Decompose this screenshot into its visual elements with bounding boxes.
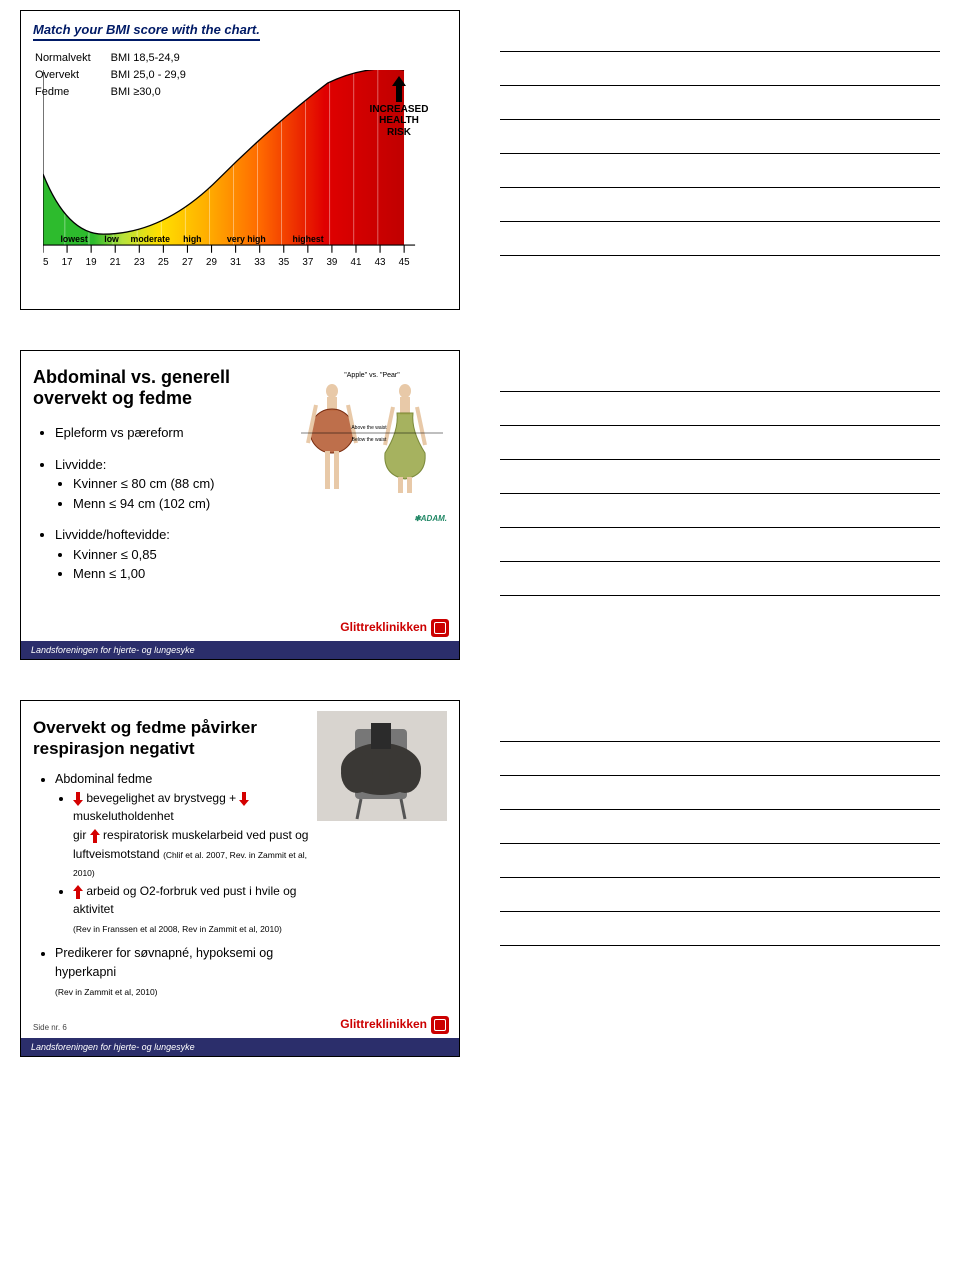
brand-subtitle: Landsforeningen for hjerte- og lungesyke [21, 641, 459, 659]
arrow-up-icon [90, 829, 100, 843]
svg-text:41: 41 [351, 256, 362, 267]
svg-text:31: 31 [230, 256, 241, 267]
list-item: arbeid og O2-forbruk ved pust i hvile og… [73, 882, 311, 938]
slide-bmi: Match your BMI score with the chart. Nor… [20, 10, 460, 310]
list-item: bevegelighet av brystvegg + muskeluthold… [73, 789, 311, 882]
list-item: Epleform vs pæreform [55, 423, 297, 443]
adam-credit: ✱ADAM. [297, 514, 447, 523]
brand-name: Glittreklinikken [340, 1017, 427, 1031]
brand-logo-icon [431, 1016, 449, 1034]
arrow-up-icon [392, 76, 406, 102]
svg-text:very high: very high [227, 233, 266, 243]
svg-text:45: 45 [399, 256, 410, 267]
svg-text:29: 29 [206, 256, 217, 267]
svg-text:highest: highest [293, 233, 324, 243]
svg-text:37: 37 [302, 256, 313, 267]
svg-text:19: 19 [86, 256, 97, 267]
brand-subtitle: Landsforeningen for hjerte- og lungesyke [21, 1038, 459, 1056]
svg-text:high: high [183, 233, 201, 243]
list-item: Menn ≤ 1,00 [73, 564, 297, 584]
slide3-title: Overvekt og fedme påvirker respirasjon n… [33, 717, 311, 760]
obese-chair-figure [317, 711, 447, 821]
arrow-down-icon [239, 792, 249, 806]
bmi-risk-chart: lowest low moderate high very high highe… [43, 70, 437, 280]
list-item: Livvidde: Kvinner ≤ 80 cm (88 cm) Menn ≤… [55, 455, 297, 514]
table-row: NormalvektBMI 18,5-24,9 [35, 51, 186, 66]
notes-area [500, 350, 940, 596]
notes-area [500, 700, 940, 946]
svg-text:43: 43 [375, 256, 386, 267]
svg-text:Above the waist: Above the waist [351, 425, 387, 431]
svg-text:33: 33 [254, 256, 265, 267]
svg-text:17: 17 [62, 256, 73, 267]
svg-text:low: low [104, 233, 119, 243]
list-item: Menn ≤ 94 cm (102 cm) [73, 494, 297, 514]
list-item: Livvidde/hoftevidde: Kvinner ≤ 0,85 Menn… [55, 525, 297, 584]
apple-pear-figure: "Apple" vs. "Pear" [297, 367, 447, 507]
list-item: Predikerer for søvnapné, hypoksemi og hy… [55, 944, 311, 1002]
list-item: Kvinner ≤ 80 cm (88 cm) [73, 474, 297, 494]
bmi-chart-title: Match your BMI score with the chart. [33, 22, 260, 41]
arrow-up-icon [73, 885, 83, 899]
brand-footer: Glittreklinikken Landsforeningen for hje… [21, 1012, 459, 1056]
svg-text:moderate: moderate [131, 233, 171, 243]
svg-text:lowest: lowest [61, 233, 88, 243]
svg-text:25: 25 [158, 256, 169, 267]
svg-text:Below the waist: Below the waist [352, 437, 387, 443]
svg-text:39: 39 [326, 256, 337, 267]
svg-text:"Apple" vs. "Pear": "Apple" vs. "Pear" [344, 372, 400, 379]
risk-arrow-label: INCREASED HEALTH RISK [369, 76, 429, 139]
arrow-down-icon [73, 792, 83, 806]
slide2-title: Abdominal vs. generell overvekt og fedme [33, 367, 297, 409]
slide-respiration: Overvekt og fedme påvirker respirasjon n… [20, 700, 460, 1057]
notes-area [500, 10, 940, 256]
brand-name: Glittreklinikken [340, 620, 427, 634]
svg-text:27: 27 [182, 256, 193, 267]
svg-text:35: 35 [278, 256, 289, 267]
svg-text:15: 15 [43, 256, 49, 267]
slide-abdominal-vs-general: Abdominal vs. generell overvekt og fedme… [20, 350, 460, 660]
list-item: Abdominal fedme bevegelighet av brystveg… [55, 770, 311, 938]
svg-text:23: 23 [134, 256, 145, 267]
brand-logo-icon [431, 619, 449, 637]
list-item: Kvinner ≤ 0,85 [73, 545, 297, 565]
brand-footer: Glittreklinikken Landsforeningen for hje… [21, 615, 459, 659]
svg-text:21: 21 [110, 256, 121, 267]
